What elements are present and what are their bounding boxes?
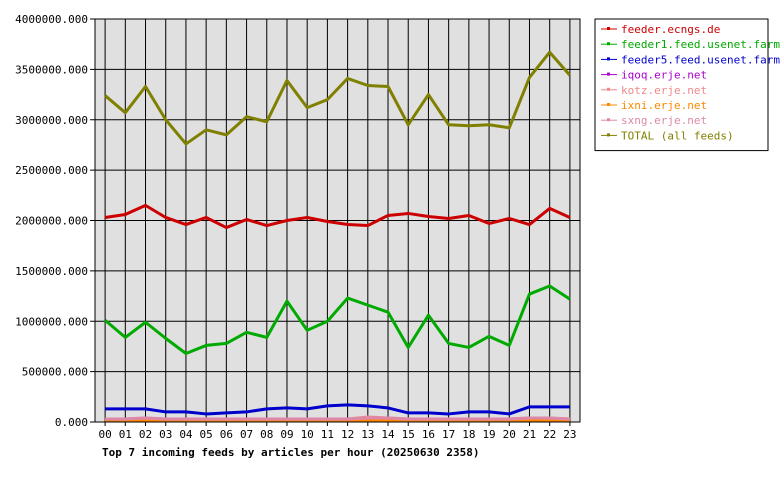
chart-title: Top 7 incoming feeds by articles per hou… xyxy=(102,446,480,459)
x-tick-label: 01 xyxy=(119,428,132,441)
x-tick-label: 09 xyxy=(280,428,293,441)
legend-marker xyxy=(607,133,610,137)
legend-entry: kotz.erje.net xyxy=(621,84,707,97)
legend-entry: iqoq.erje.net xyxy=(621,69,707,82)
y-tick-label: 1500000.000 xyxy=(15,265,88,278)
y-tick-label: 500000.000 xyxy=(22,366,88,379)
y-tick-label: 1000000.000 xyxy=(15,315,88,328)
x-tick-label: 03 xyxy=(159,428,172,441)
legend-entry: feeder.ecngs.de xyxy=(621,23,720,36)
y-tick-label: 3500000.000 xyxy=(15,63,88,76)
x-tick-label: 22 xyxy=(543,428,556,441)
y-tick-label: 2500000.000 xyxy=(15,164,88,177)
series-line-6 xyxy=(105,416,570,421)
x-tick-label: 11 xyxy=(321,428,334,441)
series-line-7 xyxy=(104,50,572,146)
legend-marker xyxy=(607,118,610,122)
legend-marker xyxy=(607,103,610,106)
x-tick-label: 17 xyxy=(442,428,455,441)
legend-entry: ixni.erje.net xyxy=(621,99,707,112)
x-tick-label: 12 xyxy=(341,428,354,441)
y-tick-label: 0.000 xyxy=(55,416,88,429)
legend-marker xyxy=(607,72,610,76)
series-line-2 xyxy=(105,403,570,416)
series-lines xyxy=(104,50,572,422)
legend-entry: feeder1.feed.usenet.farm xyxy=(621,38,780,51)
x-tick-label: 16 xyxy=(422,428,435,441)
x-tick-label: 06 xyxy=(220,428,233,441)
x-tick-label: 23 xyxy=(563,428,576,441)
x-tick-label: 02 xyxy=(139,428,152,441)
series-line-0 xyxy=(104,203,571,230)
x-tick-label: 10 xyxy=(301,428,314,441)
x-tick-label: 18 xyxy=(462,428,475,441)
y-axis: 0.000 500000.000 1000000.000 1500000.000 200… xyxy=(15,13,95,429)
x-tick-label: 00 xyxy=(98,428,111,441)
legend-entry: TOTAL (all feeds) xyxy=(621,129,734,142)
x-tick-label: 14 xyxy=(381,428,395,441)
x-tick-label: 20 xyxy=(503,428,516,441)
legend-entry: sxng.erje.net xyxy=(621,114,707,127)
y-tick-label: 4000000.000 xyxy=(15,13,88,26)
legend-marker xyxy=(607,57,610,61)
x-tick-label: 15 xyxy=(402,428,415,441)
legend-marker xyxy=(607,42,610,46)
legend-entry: feeder5.feed.usenet.farm xyxy=(621,53,780,66)
x-tick-label: 21 xyxy=(523,428,536,441)
y-tick-label: 2000000.000 xyxy=(15,215,88,228)
legend-marker xyxy=(607,27,610,30)
x-tick-label: 05 xyxy=(200,428,213,441)
x-tick-label: 04 xyxy=(179,428,193,441)
x-tick-label: 07 xyxy=(240,428,253,441)
legend: feeder.ecngs.de feeder1.feed.usenet.farm f… xyxy=(594,18,780,152)
legend-marker xyxy=(607,87,610,91)
legend-box xyxy=(594,18,769,152)
x-tick-label: 19 xyxy=(482,428,495,441)
y-tick-label: 3000000.000 xyxy=(15,114,88,127)
plot-border xyxy=(94,18,581,423)
x-tick-label: 13 xyxy=(361,428,374,441)
x-tick-label: 08 xyxy=(260,428,273,441)
series-line-1 xyxy=(104,284,571,355)
x-axis: 00 01 02 03 04 05 06 07 08 09 10 11 12 13 14 15 16 17 18 19… xyxy=(98,422,577,441)
